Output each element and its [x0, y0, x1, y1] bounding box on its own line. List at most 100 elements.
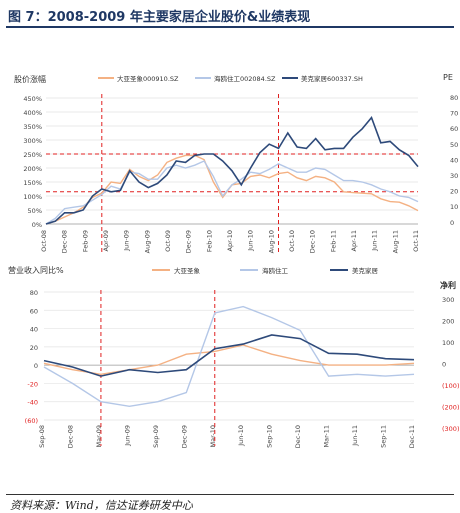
y-tick-label: (60) — [25, 417, 38, 425]
y-tick-label: 400% — [23, 109, 42, 117]
x-tick-label: Feb-11 — [329, 230, 337, 252]
x-tick-label: Dec-08 — [66, 425, 74, 448]
x-tick-label: Sep-11 — [380, 425, 388, 448]
x-tick-label: Jun-10 — [247, 230, 255, 252]
series-line — [43, 305, 415, 408]
x-tick-label: Oct-11 — [412, 230, 420, 252]
y-tick-label: 100% — [23, 193, 42, 201]
pe-tick-label: 80 — [450, 94, 458, 102]
legend-label: 海鸥住工002084.SZ — [214, 74, 276, 83]
source-note: 资料来源：Wind，信达证券研发中心 — [10, 499, 193, 512]
y-tick-label: 0% — [32, 221, 42, 229]
x-tick-label: Mar-10 — [209, 425, 217, 447]
y-tick-label: 200% — [23, 165, 42, 173]
net-profit-tick-label: 200 — [442, 318, 454, 326]
x-tick-label: Aug-09 — [143, 230, 151, 253]
legend-label: 美克家居 — [352, 266, 379, 275]
stock-chart-x-ticks: Oct-08 Dec-08 Feb-09 Apr-09 Jun-09 Aug-09 Oct-… — [40, 230, 420, 253]
pe-tick-label: 20 — [450, 188, 458, 196]
x-tick-label: Apr-09 — [102, 230, 110, 251]
net-profit-tick-label: 0 — [442, 361, 446, 369]
x-tick-label: Jun-09 — [123, 230, 131, 252]
x-tick-label: Oct-08 — [40, 230, 48, 252]
y-tick-label: 60 — [30, 307, 38, 315]
y-tick-label: 40 — [30, 326, 38, 334]
y-tick-label: 50% — [28, 207, 42, 215]
x-tick-label: Sep-09 — [152, 425, 160, 448]
revenue-chart-reference-lines — [100, 290, 216, 446]
stock-chart-y-ticks: 0% 50% 100% 150% 200% 250% 300% 350% 400% 450% — [23, 95, 42, 229]
x-tick-label: Sep-08 — [38, 425, 46, 448]
net-profit-tick-label: (100) — [442, 382, 459, 390]
x-tick-label: Jun-10 — [237, 425, 245, 447]
pe-tick-label: 10 — [450, 203, 458, 211]
x-tick-label: Mar-09 — [95, 425, 103, 447]
stock-chart-reference-lines — [46, 94, 418, 252]
pe-tick-label: 30 — [450, 172, 458, 180]
stock-chart-title: 股价涨幅 — [14, 74, 46, 84]
y-tick-label: -20 — [27, 380, 38, 388]
x-tick-label: Oct-10 — [288, 230, 296, 252]
net-profit-ticks: 300 200 100 0 (100) (200) (300) — [442, 296, 459, 433]
revenue-chart-title: 营业收入同比% — [8, 265, 64, 275]
y-tick-label: 80 — [30, 289, 38, 297]
y-tick-label: 20 — [30, 344, 38, 352]
pe-tick-label: 0 — [450, 219, 454, 227]
series-line — [45, 116, 419, 225]
revenue-chart-y-ticks: 80 60 40 20 0 -20 -40 (60) — [25, 289, 38, 425]
revenue-chart: 营业收入同比% 大亚圣象 海鸥住工 美克家居 80 60 40 20 0 -20 -40 (60)… — [8, 265, 416, 448]
x-tick-label: Dec-09 — [185, 230, 193, 253]
x-tick-label: Oct-09 — [164, 230, 172, 252]
y-tick-label: 450% — [23, 95, 42, 103]
y-tick-label: 0 — [34, 362, 38, 370]
pe-tick-label: 60 — [450, 125, 458, 133]
x-tick-label: Apr-10 — [226, 230, 234, 251]
y-tick-label: 250% — [23, 151, 42, 159]
stock-chart-legend: 大亚圣象000910.SZ 海鸥住工002084.SZ 美克家居600337.SH — [98, 74, 363, 83]
pe-label: PE — [443, 73, 453, 82]
net-profit-tick-label: 100 — [442, 339, 454, 347]
x-tick-label: Jun-11 — [371, 230, 379, 252]
revenue-chart-x-ticks: Sep-08 Dec-08 Mar-09 Jun-09 Sep-09 Dec-09 Mar-… — [38, 425, 416, 448]
x-tick-label: Aug-11 — [391, 230, 399, 253]
net-profit-tick-label: (300) — [442, 425, 459, 433]
x-tick-label: Sep-10 — [266, 425, 274, 448]
x-tick-label: Dec-08 — [61, 230, 69, 253]
series-line — [43, 344, 415, 376]
legend-label: 美克家居600337.SH — [301, 74, 363, 83]
figure-title: 图 7：2008-2009 年主要家居企业股价&业绩表现 — [8, 10, 311, 25]
x-tick-label: Dec-10 — [309, 230, 317, 253]
stock-chart-grid — [46, 97, 418, 225]
net-profit-tick-label: (200) — [442, 404, 459, 412]
x-tick-label: Dec-09 — [180, 425, 188, 448]
net-profit-tick-label: 300 — [442, 296, 454, 304]
revenue-chart-legend: 大亚圣象 海鸥住工 美克家居 — [152, 266, 379, 275]
x-tick-label: Jun-09 — [123, 425, 131, 447]
footer-rule — [6, 494, 454, 495]
x-tick-label: Feb-09 — [81, 230, 89, 252]
y-tick-label: -40 — [27, 399, 38, 407]
x-tick-label: Mar-11 — [323, 425, 331, 447]
legend-label: 海鸥住工 — [262, 266, 289, 275]
pe-tick-label: 50 — [450, 141, 458, 149]
y-tick-label: 350% — [23, 123, 42, 131]
x-tick-label: Feb-10 — [205, 230, 213, 252]
pe-tick-label: 40 — [450, 156, 458, 164]
series-line — [45, 160, 419, 225]
pe-ticks: 80 70 60 50 40 30 20 10 0 — [450, 94, 458, 227]
y-tick-label: 150% — [23, 179, 42, 187]
x-tick-label: Aug-10 — [267, 230, 275, 253]
legend-label: 大亚圣象000910.SZ — [117, 74, 179, 83]
y-tick-label: 300% — [23, 137, 42, 145]
net-profit-label: 净利 — [440, 280, 456, 290]
revenue-chart-series — [43, 305, 415, 408]
stock-chart: 股价涨幅 大亚圣象000910.SZ 海鸥住工002084.SZ 美克家居60033… — [14, 74, 420, 253]
x-tick-label: Apr-11 — [350, 230, 358, 251]
x-tick-label: Dec-11 — [408, 425, 416, 448]
pe-tick-label: 70 — [450, 110, 458, 118]
x-tick-label: Jun-11 — [351, 425, 359, 447]
title-rule — [6, 26, 454, 28]
stock-chart-series — [45, 116, 419, 225]
